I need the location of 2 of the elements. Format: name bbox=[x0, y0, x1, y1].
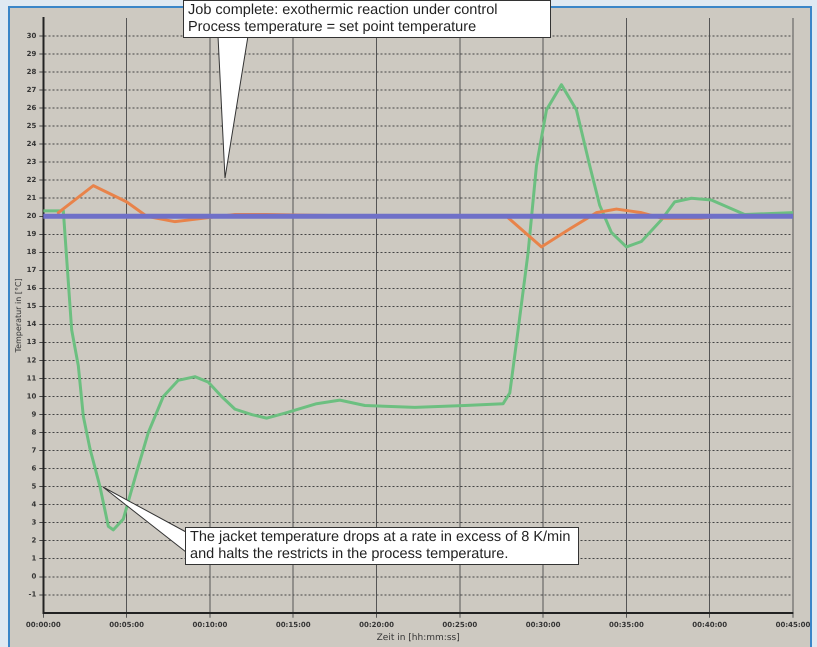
x-axis-title: Zeit in [hh:mm:ss] bbox=[376, 632, 460, 643]
y-axis-title: Temperatur in [°C] bbox=[14, 278, 23, 354]
